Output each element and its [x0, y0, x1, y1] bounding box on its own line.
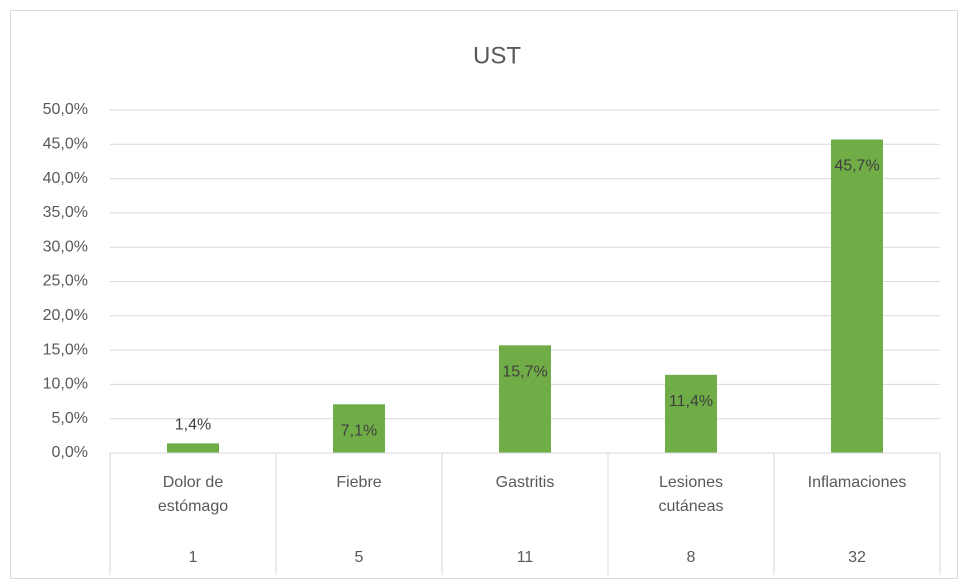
data-label: 11,4% [669, 393, 713, 410]
y-tick-label: 10,0% [43, 376, 88, 393]
count-label: 32 [848, 549, 866, 566]
bar [167, 443, 219, 453]
y-tick-label: 0,0% [52, 444, 88, 461]
chart-border [10, 10, 958, 579]
x-tick-label: Dolor de estómago [157, 474, 229, 515]
x-tick-label: Fiebre [336, 474, 382, 491]
data-label: 45,7% [834, 158, 879, 175]
x-tick-label: Inflamaciones [807, 474, 907, 491]
y-tick-label: 30,0% [43, 238, 88, 255]
y-tick-label: 50,0% [43, 101, 88, 118]
y-tick-label: 15,0% [43, 341, 88, 358]
data-label: 7,1% [341, 423, 377, 440]
bar [665, 374, 717, 453]
x-tick-label: Lesiones cutáneas [658, 474, 724, 515]
x-tick-label: Gastritis [495, 474, 555, 491]
count-label: 5 [355, 549, 364, 566]
y-tick-label: 5,0% [52, 410, 88, 427]
y-tick-label: 35,0% [43, 204, 88, 221]
y-tick-label: 45,0% [43, 136, 88, 153]
data-label: 15,7% [502, 364, 547, 381]
y-tick-label: 25,0% [43, 273, 88, 290]
bar [499, 345, 551, 453]
count-label: 8 [687, 549, 696, 566]
count-label: 11 [517, 549, 534, 566]
bar [333, 404, 385, 453]
y-tick-label: 20,0% [43, 307, 88, 324]
chart-title: UST [473, 42, 521, 69]
y-tick-label: 40,0% [43, 170, 88, 187]
bar [831, 139, 883, 454]
data-label: 1,4% [175, 417, 211, 434]
count-label: 1 [189, 549, 198, 566]
